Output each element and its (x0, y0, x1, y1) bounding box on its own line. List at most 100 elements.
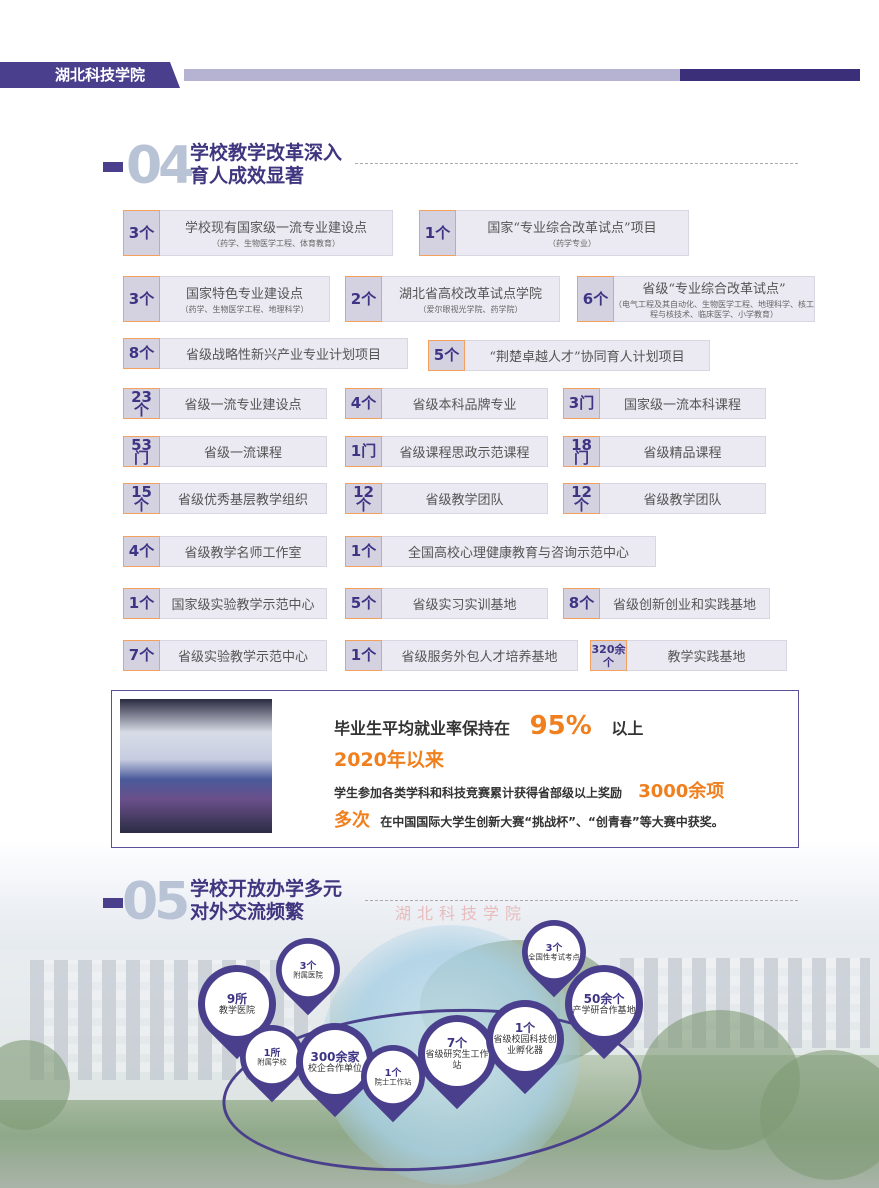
header-bar-accent (680, 69, 860, 81)
stat-label: 省级优秀基层教学组织 (177, 493, 308, 508)
location-pin: 1个 省级校园科技创业孵化器 (469, 983, 581, 1096)
stat-detail: （药学专业） (548, 239, 596, 248)
stat-label: 省级本科品牌专业 (412, 398, 517, 413)
stat-label: 湖北省高校改革试点学院 (398, 287, 542, 302)
stat-box: 3个 学校现有国家级一流专业建设点 （药学、生物医学工程、体育教育） (123, 210, 393, 256)
pin-label: 院士工作站 (374, 1078, 412, 1087)
stat-box: 4个 省级教学名师工作室 (123, 536, 327, 567)
stat-count: 7个 (123, 640, 160, 671)
stat-box: 15个 省级优秀基层教学组织 (123, 483, 327, 514)
awards-count: 3000余项 (638, 781, 725, 802)
stat-count: 23个 (123, 388, 160, 419)
stat-count: 15个 (123, 483, 160, 514)
employment-panel: 毕业生平均就业率保持在 95% 以上 2020年以来 学生参加各类学科和科技竞赛… (111, 690, 799, 848)
employment-rate: 95% (529, 711, 592, 741)
location-pin: 7个 省级研究生工作站 (401, 998, 513, 1111)
pin-count: 1个 (514, 1021, 536, 1035)
stat-label: 省级一流专业建设点 (184, 398, 302, 413)
competition-text: 在中国国际大学生创新大赛“挑战杯”、“创青春”等大赛中获奖。 (380, 815, 724, 829)
stat-label: “荆楚卓越人才”协同育人计划项目 (489, 350, 685, 365)
tree (0, 1040, 70, 1130)
stat-label: 国家级实验教学示范中心 (171, 598, 315, 613)
stat-box: 320余个 教学实践基地 (590, 640, 787, 671)
stat-box: 12个 省级教学团队 (345, 483, 548, 514)
location-pin: 300余家 校企合作单位 (279, 1006, 391, 1119)
section-title: 学校教学改革深入 育人成效显著 (190, 142, 342, 188)
stat-label: 省级创新创业和实践基地 (612, 598, 756, 613)
stat-label: 省级教学名师工作室 (184, 546, 302, 561)
stat-box: 5个 “荆楚卓越人才”协同育人计划项目 (428, 340, 710, 371)
stat-count: 3门 (563, 388, 600, 419)
pin-label: 附属学校 (257, 1058, 287, 1067)
stat-label: 省级教学团队 (425, 493, 504, 508)
pin-label: 全国性考试考点 (528, 953, 580, 962)
stat-detail: （药学、生物医学工程、地理科学） (180, 305, 309, 314)
tree (760, 1050, 879, 1180)
section-number: 05 (122, 872, 190, 932)
pin-label: 校企合作单位 (307, 1063, 362, 1074)
stat-label: 省级实习实训基地 (412, 598, 517, 613)
stat-box: 4个 省级本科品牌专业 (345, 388, 548, 419)
stat-box: 18门 省级精品课程 (563, 436, 766, 467)
stat-count: 1个 (345, 536, 382, 567)
school-name-watermark: 湖北科技学院 (395, 904, 528, 923)
stat-box: 1个 全国高校心理健康教育与咨询示范中心 (345, 536, 656, 567)
stat-box: 1个 国家“专业综合改革试点”项目 （药学专业） (419, 210, 689, 256)
stat-count: 4个 (345, 388, 382, 419)
stat-count: 3个 (123, 276, 160, 322)
stat-box: 1个 省级服务外包人才培养基地 (345, 640, 578, 671)
section-title-line: 学校教学改革深入 (190, 142, 343, 164)
location-pin: 3个 附属医院 (262, 924, 354, 1017)
pin-label: 附属医院 (293, 971, 323, 980)
stat-count: 5个 (345, 588, 382, 619)
stat-box: 5个 省级实习实训基地 (345, 588, 548, 619)
stat-count: 1个 (345, 640, 382, 671)
pin-count: 1个 (384, 1066, 402, 1079)
location-pin: 9所 教学医院 (181, 948, 293, 1061)
stat-count: 3个 (123, 210, 160, 256)
location-pin: 50余个 产学研合作基地 (548, 948, 660, 1061)
stat-box: 8个 省级创新创业和实践基地 (563, 588, 770, 619)
stat-count: 320余个 (590, 640, 627, 671)
section-marker (103, 898, 123, 908)
stat-box: 2个 湖北省高校改革试点学院 （爱尔眼视光学院、药学院） (345, 276, 560, 322)
employment-text: 毕业生平均就业率保持在 (334, 719, 511, 738)
stat-box: 53门 省级一流课程 (123, 436, 327, 467)
many-times: 多次 (334, 810, 370, 831)
stat-count: 5个 (428, 340, 465, 371)
stat-label: 省级精品课程 (643, 446, 722, 461)
awards-text: 学生参加各类学科和科技竞赛累计获得省部级以上奖励 (334, 786, 623, 800)
pin-label: 省级校园科技创业孵化器 (493, 1035, 557, 1056)
section-title-line: 对外交流频繁 (190, 901, 305, 923)
employment-text: 以上 (611, 719, 644, 738)
pin-count: 3个 (299, 959, 317, 972)
stat-label: 省级实验教学示范中心 (177, 650, 308, 665)
stat-box: 6个 省级“专业综合改革试点” （电气工程及其自动化、生物医学工程、地理科学、核工… (577, 276, 815, 322)
stat-label: 省级课程思政示范课程 (399, 446, 530, 461)
stat-label: 教学实践基地 (667, 650, 746, 665)
stat-count: 12个 (345, 483, 382, 514)
stat-count: 12个 (563, 483, 600, 514)
section-title: 学校开放办学多元 对外交流频繁 (190, 878, 342, 924)
pin-count: 50余个 (583, 991, 625, 1006)
stat-box: 8个 省级战略性新兴产业专业计划项目 (123, 338, 408, 369)
pin-count: 300余家 (310, 1049, 360, 1064)
stat-label: 省级“专业综合改革试点” (642, 282, 786, 297)
since-2020: 2020年以来 (334, 749, 444, 771)
stat-count: 8个 (123, 338, 160, 369)
section-marker (103, 162, 123, 172)
section-title-line: 育人成效显著 (190, 165, 305, 187)
stat-count: 1门 (345, 436, 382, 467)
location-pin: 1所 附属学校 (226, 1011, 318, 1104)
stat-count: 2个 (345, 276, 382, 322)
location-pin: 1个 院士工作站 (347, 1031, 439, 1124)
stat-box: 23个 省级一流专业建设点 (123, 388, 327, 419)
divider (365, 900, 798, 901)
header-bar (184, 69, 680, 81)
stat-label: 省级服务外包人才培养基地 (401, 650, 558, 665)
stat-count: 1个 (123, 588, 160, 619)
stat-count: 53门 (123, 436, 160, 467)
stat-count: 6个 (577, 276, 614, 322)
stat-detail: （药学、生物医学工程、体育教育） (212, 239, 340, 248)
stat-detail: （爱尔眼视光学院、药学院） (418, 305, 523, 314)
